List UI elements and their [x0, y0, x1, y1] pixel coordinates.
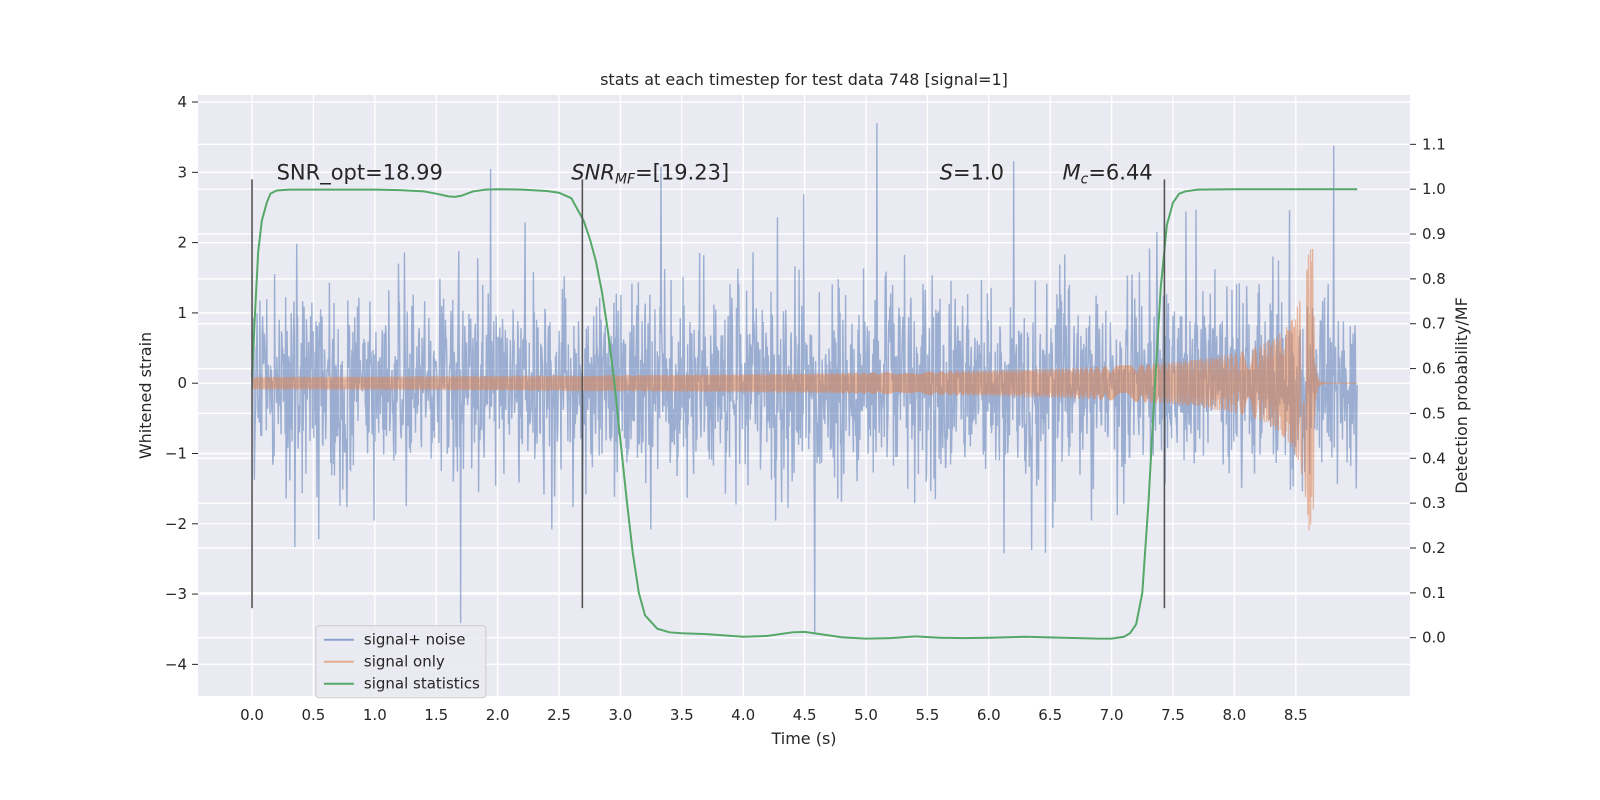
y-tick-label: 2: [177, 234, 187, 252]
y-right-tick-label: 0.5: [1422, 404, 1446, 422]
x-tick-label: 0.0: [240, 706, 264, 724]
x-tick-label: 3.5: [670, 706, 694, 724]
y-tick-label: −2: [165, 515, 187, 533]
x-tick-label: 5.0: [854, 706, 878, 724]
x-axis-label: Time (s): [770, 729, 836, 748]
x-tick-label: 3.0: [608, 706, 632, 724]
x-tick-label: 8.0: [1222, 706, 1246, 724]
y-right-tick-label: 0.3: [1422, 494, 1446, 512]
chart-title: stats at each timestep for test data 748…: [600, 70, 1008, 89]
x-tick-label: 7.5: [1161, 706, 1185, 724]
series-signal-statistics: [251, 188, 1358, 640]
y-tick-label: 1: [177, 304, 187, 322]
x-tick-label: 6.0: [977, 706, 1001, 724]
annotation-snr-mf-sub: MF: [615, 171, 636, 187]
x-tick-label: 1.0: [363, 706, 387, 724]
x-tick-label: 4.0: [731, 706, 755, 724]
legend: signal+ noise signal only signal statist…: [315, 625, 487, 699]
annotation-mc: Mc=6.44: [1062, 160, 1152, 187]
y-tick-label: −1: [165, 444, 187, 462]
y-tick-label: 3: [177, 163, 187, 181]
x-tick-label: 2.5: [547, 706, 571, 724]
annotation-snr-opt: SNR_opt=18.99: [277, 160, 443, 185]
annotation-s-value: =1.0: [953, 160, 1004, 184]
annotation-s-label: S: [940, 160, 953, 184]
y-tick-label: 4: [177, 93, 187, 111]
x-tick-label: 4.5: [793, 706, 817, 724]
annotation-snr-mf-label: SNR: [571, 160, 615, 184]
annotation-snr-mf: SNRMF=[19.23]: [571, 160, 729, 187]
annotation-mc-label: M: [1062, 160, 1080, 184]
x-tick-label: 7.0: [1100, 706, 1124, 724]
y-right-tick-label: 0.9: [1422, 225, 1446, 243]
x-tick-label: 5.5: [915, 706, 939, 724]
legend-entry-signal-only: signal only: [364, 653, 445, 671]
annotation-mc-value: =6.44: [1088, 160, 1152, 184]
annotation-mc-sub: c: [1081, 171, 1089, 187]
legend-entry-signal-noise: signal+ noise: [364, 631, 466, 649]
annotation-s: S=1.0: [940, 160, 1004, 184]
x-tick-label: 2.0: [486, 706, 510, 724]
x-tick-label: 6.5: [1038, 706, 1062, 724]
y-right-tick-label: 0.8: [1422, 270, 1446, 288]
legend-box: [315, 625, 487, 699]
grid-lines: [198, 95, 1410, 696]
y-axis-label: Whitened strain: [136, 332, 155, 459]
y-tick-label: 0: [177, 374, 187, 392]
series-signal-only: [251, 249, 1358, 531]
y-right-tick-label: 0.7: [1422, 315, 1446, 333]
series-signal-noise: [251, 123, 1358, 635]
y-tick-label: −3: [165, 585, 187, 603]
y-right-tick-label: 1.1: [1422, 135, 1446, 153]
legend-entry-signal-statistics: signal statistics: [364, 675, 480, 693]
y-axis-right-label: Detection probability/MF: [1452, 297, 1471, 494]
y-tick-label: −4: [165, 655, 187, 673]
y-right-tick-label: 0.4: [1422, 449, 1446, 467]
y-right-tick-label: 0.0: [1422, 629, 1446, 647]
y-right-tick-label: 0.6: [1422, 360, 1446, 378]
y-right-tick-label: 1.0: [1422, 180, 1446, 198]
x-tick-label: 0.5: [301, 706, 325, 724]
x-tick-label: 1.5: [424, 706, 448, 724]
x-tick-label: 8.5: [1284, 706, 1308, 724]
y-right-tick-label: 0.2: [1422, 539, 1446, 557]
annotation-snr-mf-value: =[19.23]: [635, 160, 729, 184]
y-right-tick-label: 0.1: [1422, 584, 1446, 602]
